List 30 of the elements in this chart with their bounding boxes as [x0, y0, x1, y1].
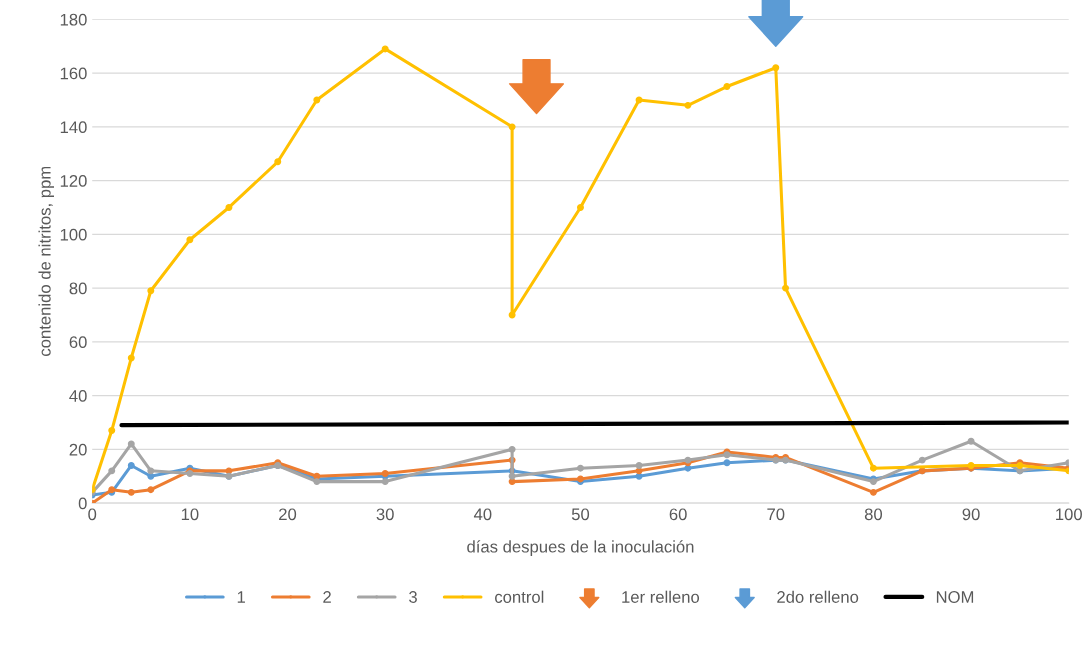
x-tick-label: 30 [376, 508, 394, 521]
legend-label: NOM [936, 591, 974, 603]
x-tick-label: 70 [767, 508, 785, 521]
y-tick-label: 60 [69, 336, 87, 349]
y-tick-label: 140 [60, 121, 87, 134]
legend-label: 2 [323, 591, 331, 603]
legend-label: 1er relleno [622, 590, 700, 603]
y-tick-label: 100 [60, 228, 87, 241]
x-tick-label: 90 [962, 508, 980, 521]
x-tick-label: 0 [88, 508, 97, 521]
y-tick-label: 0 [78, 497, 87, 510]
y-tick-label: 180 [60, 13, 87, 26]
legend-label: 1 [237, 591, 245, 603]
x-tick-label: 20 [279, 508, 297, 521]
x-tick-label: 100 [1056, 508, 1082, 521]
y-tick-label: 20 [69, 443, 87, 456]
legend-label: 2do relleno [777, 590, 859, 603]
x-tick-label: 10 [181, 508, 199, 521]
y-axis-title: contenido de nitritos, ppm [38, 166, 54, 356]
x-tick-label: 60 [669, 508, 687, 521]
x-tick-label: 80 [864, 508, 883, 521]
x-tick-label: 40 [473, 508, 492, 521]
x-tick-label: 50 [571, 508, 590, 521]
legend-label: control [495, 590, 544, 603]
x-axis-title: días despues de la inoculación [467, 540, 694, 556]
y-tick-label: 80 [69, 282, 87, 295]
y-tick-label: 120 [60, 175, 87, 187]
y-tick-label: 160 [60, 67, 87, 80]
y-tick-label: 40 [69, 390, 87, 402]
legend-label: 3 [409, 591, 417, 603]
